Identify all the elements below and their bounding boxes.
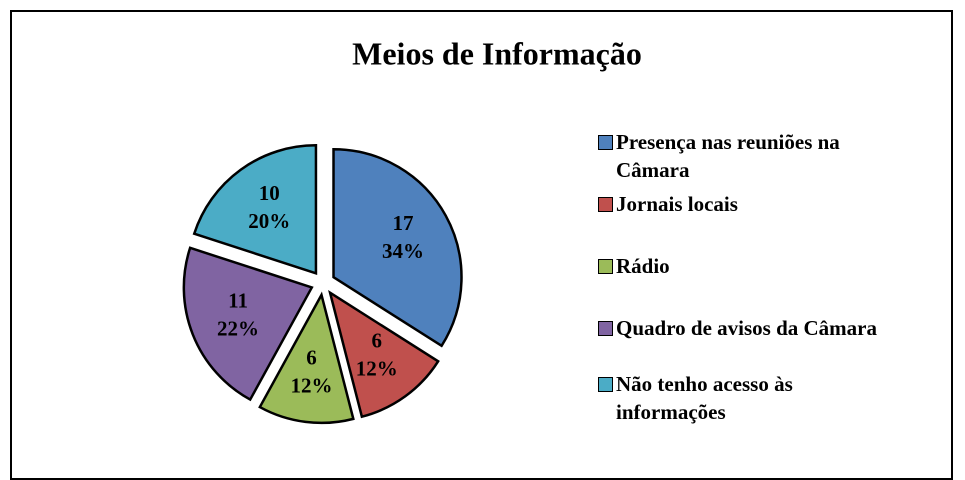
legend-item: Jornais locais <box>598 190 906 218</box>
data-label: 11 <box>228 288 248 312</box>
legend-swatch <box>598 377 613 392</box>
legend-swatch <box>598 135 613 150</box>
data-label: 10 <box>259 181 280 205</box>
chart-title: Meios de Informação <box>352 35 642 71</box>
legend-swatch <box>598 321 613 336</box>
legend-label: Quadro de avisos da Câmara <box>616 316 877 340</box>
data-label-percent: 22% <box>217 316 259 340</box>
chart: Meios de Informação 17 34% 6 12% 6 12% 11 22% 10… <box>10 10 953 480</box>
legend-item: Não tenho acesso às informações <box>598 370 906 426</box>
data-label-percent: 20% <box>248 209 290 233</box>
pie-slice <box>182 246 314 402</box>
pie-slice <box>192 144 318 276</box>
data-label-percent: 12% <box>291 373 333 397</box>
legend-label: Não tenho acesso às informações <box>616 372 793 424</box>
pie-slice <box>332 147 463 348</box>
legend-label: Rádio <box>616 254 670 278</box>
legend-item: Quadro de avisos da Câmara <box>598 314 906 342</box>
data-label-percent: 34% <box>382 239 424 263</box>
legend-swatch <box>598 259 613 274</box>
plot: Meios de Informação 17 34% 6 12% 6 12% 11 22% 10… <box>182 35 642 425</box>
legend-label: Jornais locais <box>616 192 738 216</box>
pie-slice <box>328 289 440 419</box>
data-label-percent: 12% <box>356 357 398 381</box>
legend-swatch <box>598 197 613 212</box>
data-label: 17 <box>393 211 414 235</box>
legend-item: Presença nas reuniões na Câmara <box>598 128 906 184</box>
data-label: 6 <box>371 329 382 353</box>
pie-slice <box>258 291 355 425</box>
legend-label: Presença nas reuniões na Câmara <box>616 130 840 182</box>
legend-item: Rádio <box>598 252 906 280</box>
data-label: 6 <box>306 345 317 369</box>
